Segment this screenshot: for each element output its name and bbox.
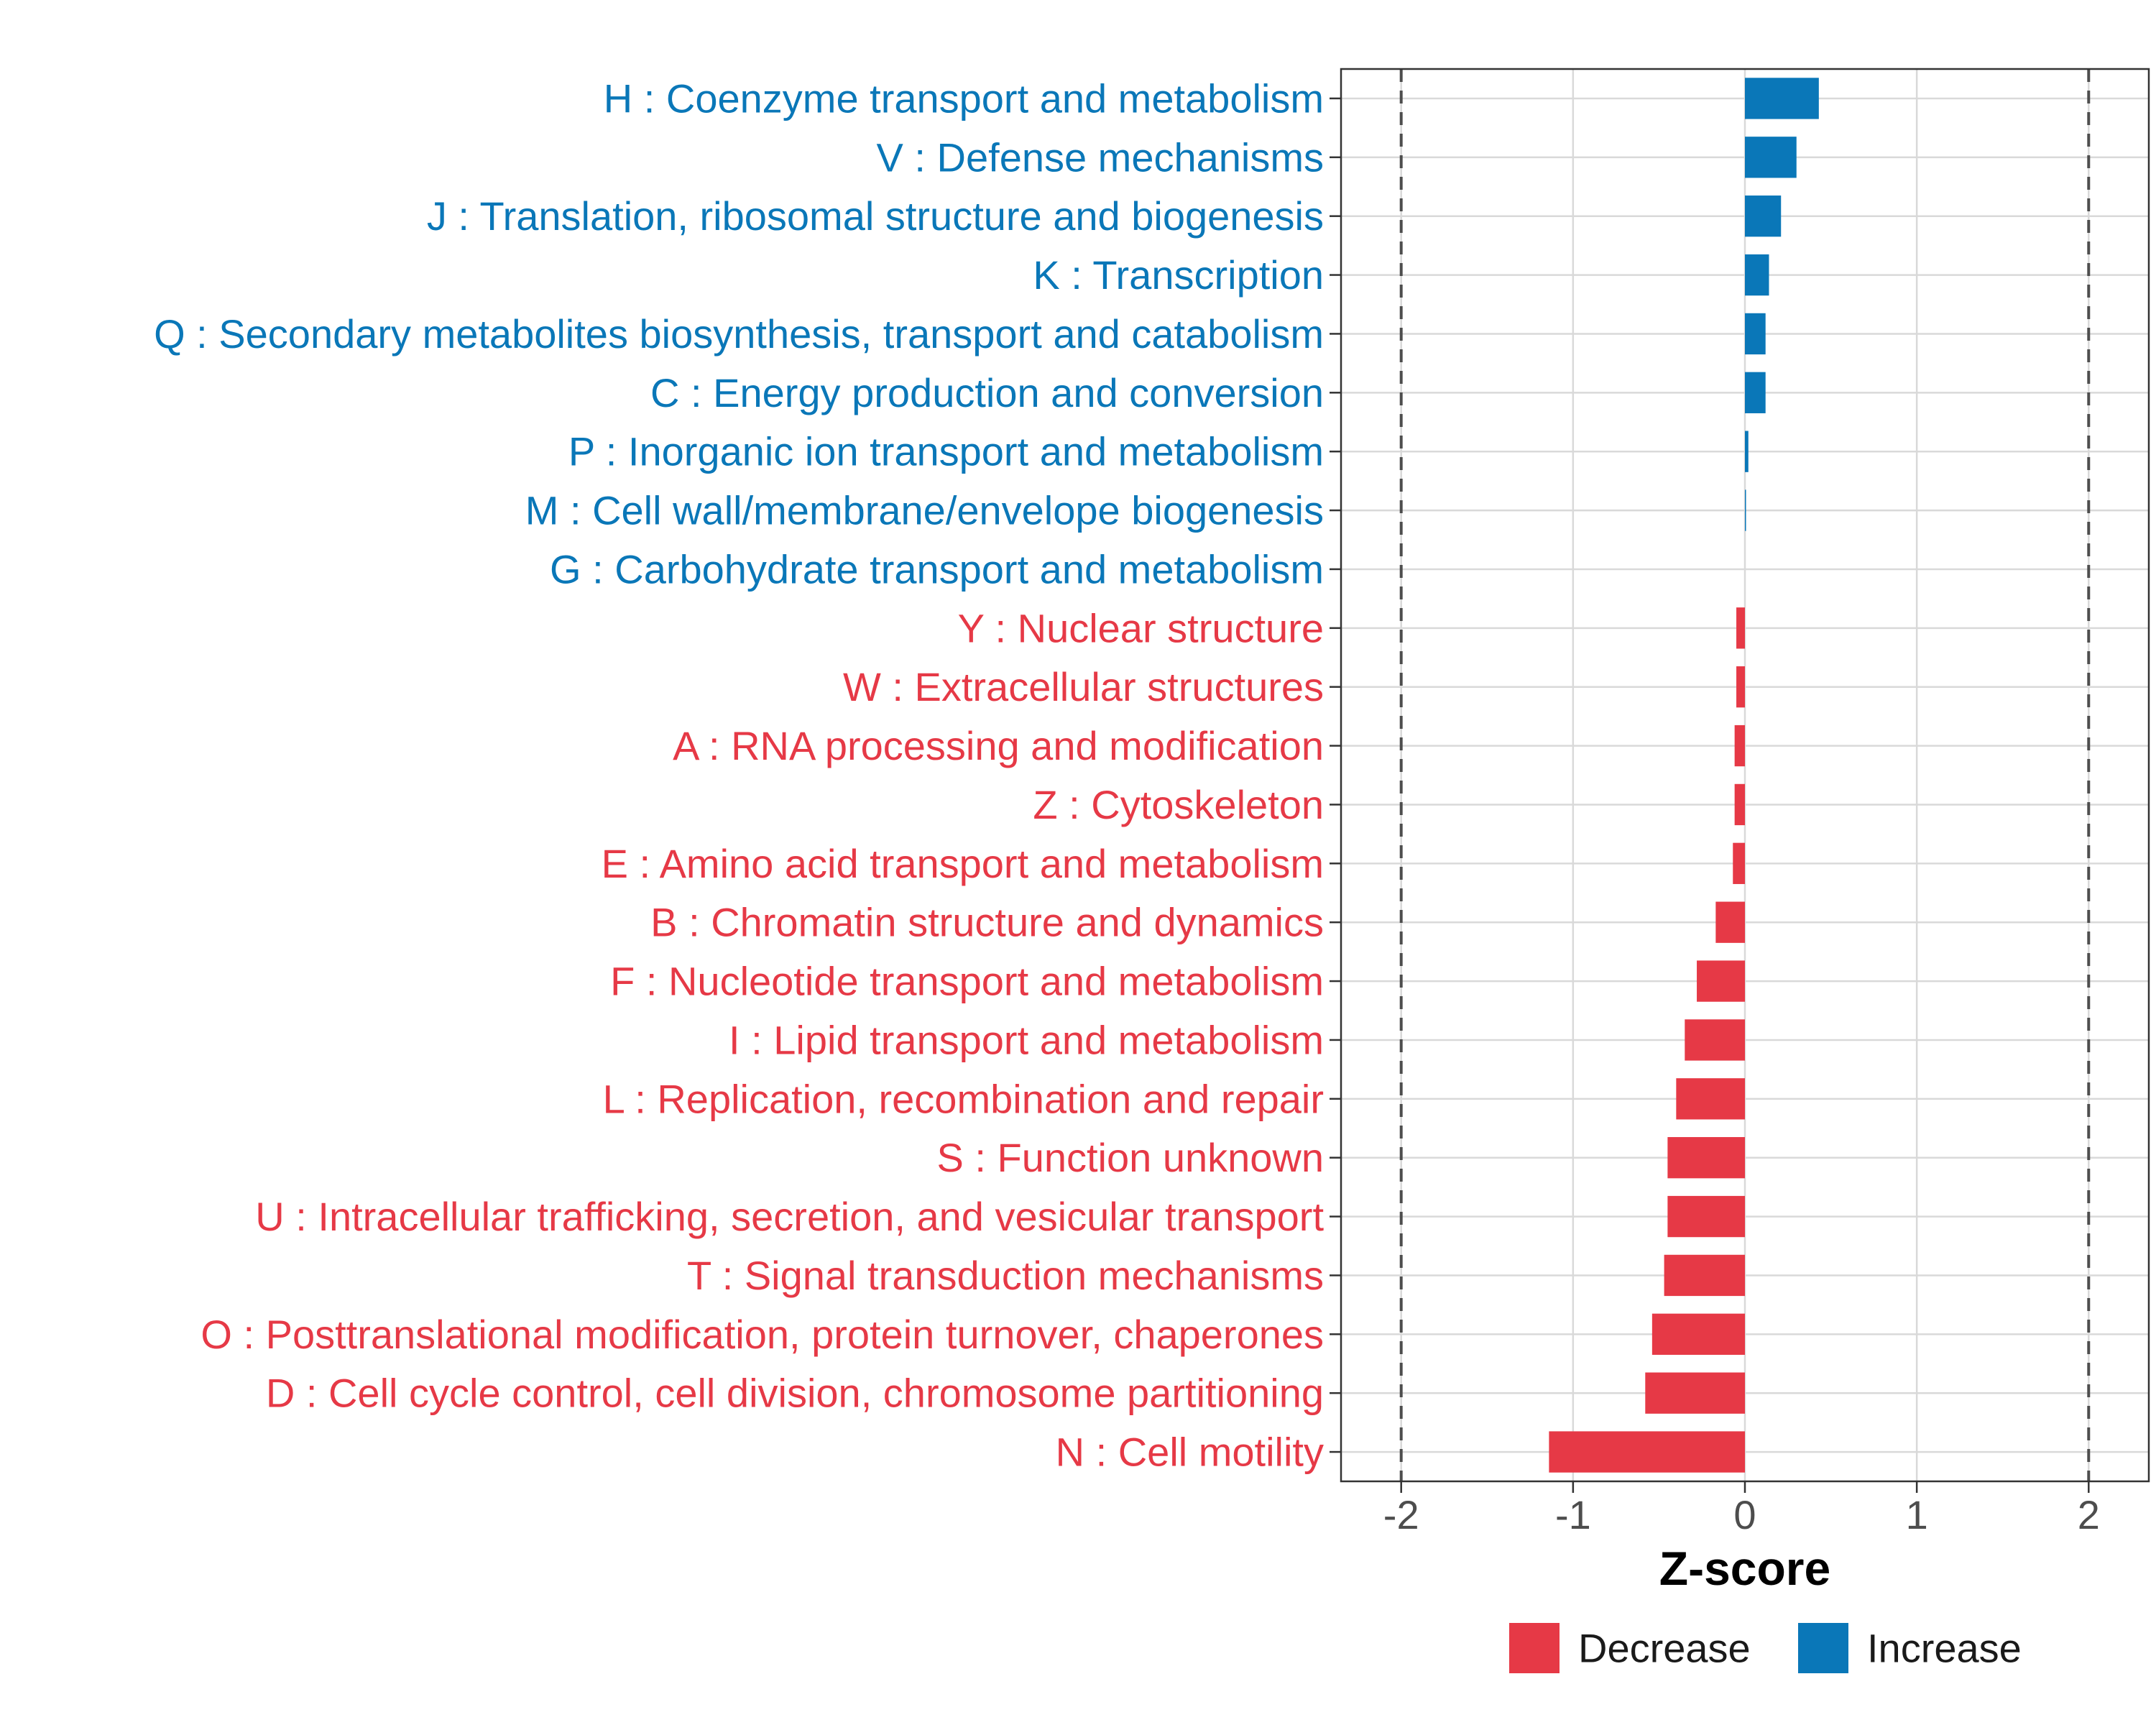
category-label: O : Posttranslational modification, prot…: [201, 1312, 1324, 1357]
legend-label-decrease: Decrease: [1578, 1626, 1751, 1671]
category-labels: H : Coenzyme transport and metabolism V :…: [154, 75, 1324, 1474]
category-label: H : Coenzyme transport and metabolism: [604, 75, 1324, 121]
category-label: S : Function unknown: [936, 1135, 1324, 1180]
bar-decrease: [1715, 901, 1745, 943]
bar-decrease: [1734, 724, 1745, 767]
legend-key-decrease: [1509, 1623, 1560, 1673]
bar-decrease: [1734, 783, 1745, 826]
category-label: Y : Nuclear structure: [958, 605, 1324, 650]
category-label: U : Intracellular trafficking, secretion…: [255, 1194, 1324, 1239]
category-label: F : Nucleotide transport and metabolism: [610, 959, 1324, 1004]
reference-lines: [1399, 69, 2091, 1481]
category-label: Q : Secondary metabolites biosynthesis, …: [154, 311, 1324, 356]
bars: [1549, 78, 1819, 1473]
category-label: T : Signal transduction mechanisms: [687, 1253, 1324, 1298]
category-label: L : Replication, recombination and repai…: [603, 1076, 1324, 1121]
legend-label-increase: Increase: [1867, 1626, 2022, 1671]
bar-increase: [1745, 196, 1782, 237]
category-label: G : Carbohydrate transport and metabolis…: [550, 546, 1324, 592]
bar-increase: [1745, 431, 1749, 472]
legend-key-increase: [1798, 1623, 1848, 1673]
bar-decrease: [1685, 1019, 1745, 1061]
bar-increase: [1745, 78, 1819, 119]
bar-decrease: [1651, 1313, 1745, 1355]
x-tick-label: 1: [1906, 1492, 1928, 1537]
bar-decrease: [1736, 666, 1745, 708]
bar-increase: [1745, 489, 1746, 531]
category-label: M : Cell wall/membrane/envelope biogenes…: [525, 488, 1324, 533]
category-label: Z : Cytoskeleton: [1033, 782, 1324, 827]
x-tick-label: -2: [1383, 1492, 1419, 1537]
category-label: P : Inorganic ion transport and metaboli…: [568, 429, 1324, 474]
bar-decrease: [1676, 1078, 1745, 1120]
bar-increase: [1745, 313, 1766, 355]
x-tick-label: -1: [1555, 1492, 1591, 1537]
bar-increase: [1745, 372, 1766, 413]
x-axis-ticks: -2 -1 0 1 2: [1383, 1481, 2100, 1537]
bar-decrease: [1667, 1195, 1745, 1238]
category-label: K : Transcription: [1033, 252, 1324, 298]
category-label: A : RNA processing and modification: [673, 723, 1324, 768]
bar-decrease: [1697, 960, 1745, 1002]
category-label: V : Defense mechanisms: [877, 134, 1324, 180]
x-tick-label: 0: [1733, 1492, 1756, 1537]
category-label: D : Cell cycle control, cell division, c…: [266, 1371, 1324, 1416]
x-axis-title: Z-score: [1659, 1542, 1830, 1595]
category-label: W : Extracellular structures: [843, 664, 1324, 709]
category-label: N : Cell motility: [1056, 1430, 1324, 1475]
bar-decrease: [1664, 1254, 1745, 1297]
bar-decrease: [1645, 1372, 1745, 1414]
bar-decrease: [1733, 842, 1745, 884]
y-axis-ticks: [1330, 97, 1341, 1453]
category-label: I : Lipid transport and metabolism: [729, 1017, 1324, 1062]
bar-decrease: [1667, 1137, 1745, 1179]
category-label: E : Amino acid transport and metabolism: [602, 841, 1324, 886]
bar-increase: [1745, 137, 1797, 178]
legend: Decrease Increase: [1509, 1623, 2022, 1673]
category-label: C : Energy production and conversion: [650, 370, 1324, 415]
category-label: J : Translation, ribosomal structure and…: [427, 193, 1324, 239]
bar-increase: [1745, 254, 1769, 296]
bar-decrease: [1549, 1431, 1745, 1473]
bar-decrease: [1736, 607, 1745, 649]
x-tick-label: 2: [2078, 1492, 2100, 1537]
category-label: B : Chromatin structure and dynamics: [650, 900, 1324, 945]
